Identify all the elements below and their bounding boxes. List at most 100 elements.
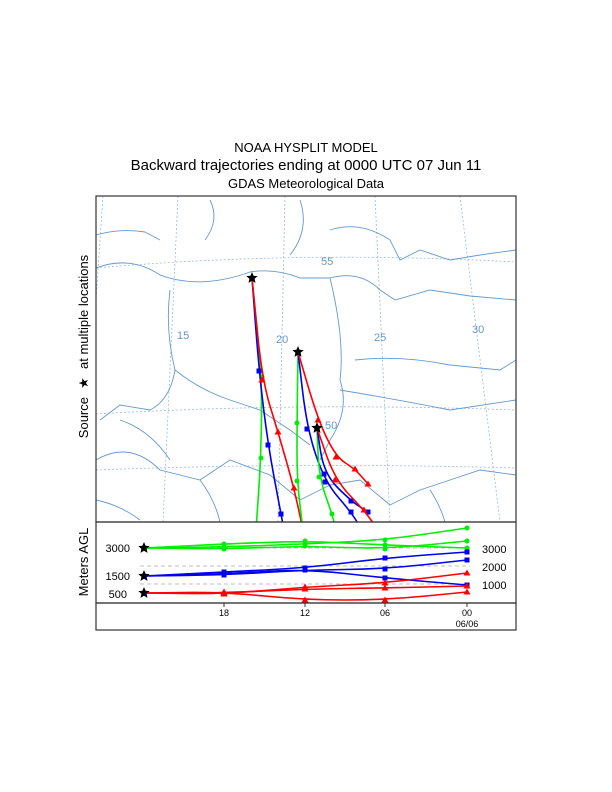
source-label-prefix: Source xyxy=(76,397,91,438)
time-label-12: 12 xyxy=(300,608,310,618)
square-marker xyxy=(348,498,354,504)
circle-marker xyxy=(294,478,300,484)
lat-label-50: 50 xyxy=(325,420,337,432)
trajectory-line xyxy=(143,541,468,549)
star-icon xyxy=(138,542,150,553)
trajectory-line xyxy=(143,540,468,550)
square-marker xyxy=(278,511,284,517)
square-marker xyxy=(256,368,262,374)
triangle-marker xyxy=(331,476,339,483)
circle-marker xyxy=(382,546,388,552)
circle-marker xyxy=(464,538,470,544)
circle-marker xyxy=(254,528,259,533)
time-axis-frame xyxy=(95,602,517,631)
circle-marker xyxy=(329,511,335,517)
map-trajectories xyxy=(246,272,382,533)
triangle-marker xyxy=(381,596,389,603)
right-height-ticks: 3000 2000 1000 xyxy=(482,544,506,592)
star-icon xyxy=(292,346,304,357)
circle-marker xyxy=(334,528,339,533)
right-tick-1000: 1000 xyxy=(482,580,506,592)
trajectory-line xyxy=(251,277,303,522)
map-trajectory-blue xyxy=(316,427,371,515)
trajectory-line xyxy=(144,585,468,594)
left-height-ticks: 3000 1500 500 xyxy=(106,543,130,601)
lon-label-15: 15 xyxy=(177,330,189,342)
title-main: Backward trajectories ending at 0000 UTC… xyxy=(131,157,482,174)
star-icon xyxy=(311,422,323,433)
square-marker xyxy=(382,575,388,581)
title-met-data: GDAS Meteorological Data xyxy=(228,176,385,191)
trajectory-line xyxy=(251,277,284,522)
square-marker xyxy=(221,571,227,577)
height-panel: 3000 1500 500 3000 2000 1000 18 12 06 00… xyxy=(95,521,517,631)
lat-label-55: 55 xyxy=(321,256,333,268)
triangle-marker xyxy=(258,376,266,383)
lon-label-20: 20 xyxy=(276,334,288,346)
trajectory-line xyxy=(143,569,468,586)
trajectory-line xyxy=(297,351,359,522)
left-tick-500: 500 xyxy=(109,589,127,601)
triangle-marker xyxy=(314,416,322,423)
circle-marker xyxy=(302,543,308,549)
square-marker xyxy=(382,555,388,561)
square-marker xyxy=(464,557,470,563)
star-icon: ★ xyxy=(76,377,91,389)
triangle-marker xyxy=(375,527,382,533)
map-frame xyxy=(95,195,517,523)
right-tick-3000: 3000 xyxy=(482,544,506,556)
map-panel: 15 20 25 30 55 50 xyxy=(95,195,517,533)
triangle-marker xyxy=(332,453,340,460)
triangle-marker xyxy=(364,480,372,487)
circle-marker xyxy=(301,528,306,533)
circle-marker xyxy=(258,455,264,461)
date-label: 06/06 xyxy=(456,619,479,629)
triangle-marker xyxy=(463,569,471,576)
circle-marker xyxy=(221,546,227,552)
map-trajectory-green xyxy=(294,351,306,533)
triangle-marker xyxy=(274,428,282,435)
height-trajectories xyxy=(138,525,471,603)
right-tick-2000: 2000 xyxy=(482,562,506,574)
triangle-marker xyxy=(381,579,389,586)
star-icon xyxy=(246,272,258,283)
triangle-marker xyxy=(301,585,309,592)
triangle-marker xyxy=(381,584,389,591)
triangle-marker xyxy=(220,589,228,596)
source-label-suffix: at multiple locations xyxy=(76,254,91,369)
square-marker xyxy=(265,442,271,448)
triangle-marker xyxy=(463,582,471,589)
height-axis-label: Meters AGL xyxy=(76,528,91,597)
time-labels: 18 12 06 00 06/06 xyxy=(219,608,478,629)
star-icon xyxy=(138,587,150,598)
country-borders xyxy=(96,199,516,522)
time-label-06: 06 xyxy=(380,608,390,618)
trajectory-line xyxy=(316,427,369,513)
time-ticks xyxy=(223,603,468,607)
circle-marker xyxy=(294,420,300,426)
lon-label-30: 30 xyxy=(472,324,484,336)
height-trajectory-red xyxy=(144,582,471,596)
map-trajectory-red xyxy=(251,277,307,533)
trajectory-line xyxy=(297,351,369,485)
square-marker xyxy=(321,471,327,477)
circle-marker xyxy=(316,474,322,480)
map-trajectory-blue xyxy=(297,351,359,522)
height-trajectory-green xyxy=(143,538,470,551)
lon-label-25: 25 xyxy=(374,332,386,344)
square-marker xyxy=(348,509,354,515)
graticule-labels: 15 20 25 30 55 50 xyxy=(177,256,484,432)
square-marker xyxy=(304,426,310,432)
source-label: Source ★ at multiple locations xyxy=(76,254,91,438)
triangle-marker xyxy=(300,527,307,533)
triangle-marker xyxy=(463,588,471,595)
graticule xyxy=(96,196,516,522)
left-tick-3000: 3000 xyxy=(106,543,130,555)
left-tick-1500: 1500 xyxy=(106,571,130,583)
title-model: NOAA HYSPLIT MODEL xyxy=(234,140,378,155)
triangle-marker xyxy=(360,506,368,513)
circle-marker xyxy=(382,537,388,543)
star-icon xyxy=(138,570,150,581)
